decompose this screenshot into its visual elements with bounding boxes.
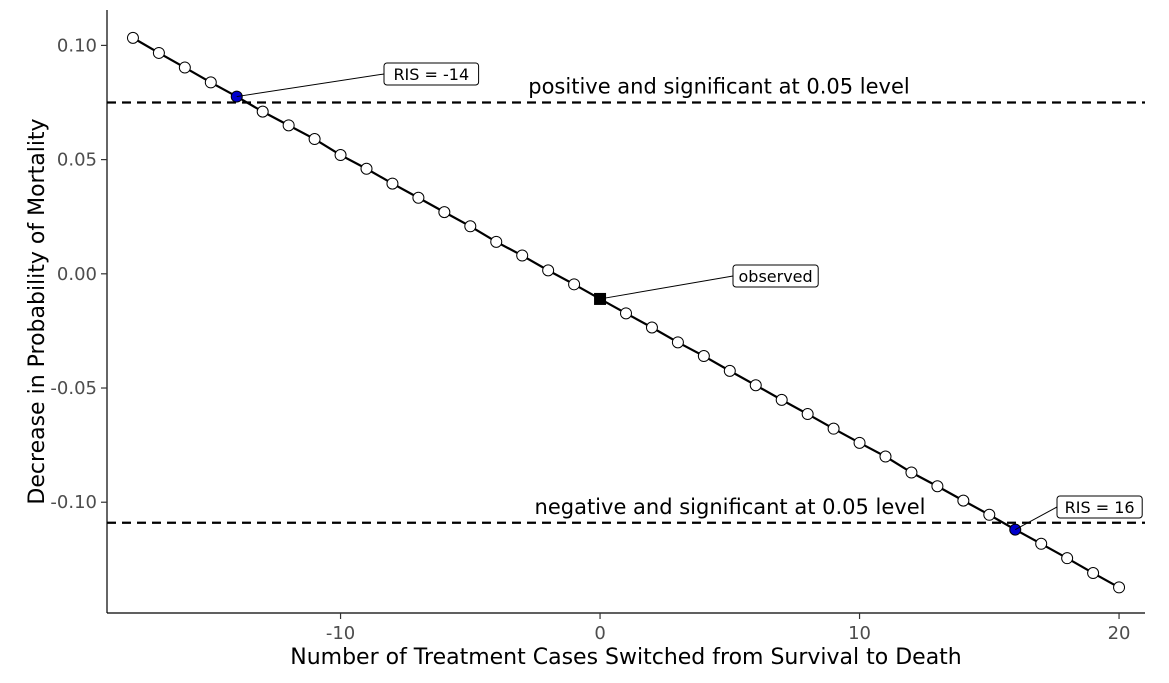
- data-point: [1061, 552, 1074, 565]
- data-point: [645, 321, 658, 334]
- data-point: [542, 264, 555, 277]
- ris-annotation-leader: [1015, 506, 1058, 531]
- data-point: [516, 249, 529, 262]
- y-tick-label: 0.00: [57, 264, 97, 285]
- data-point: [152, 46, 165, 59]
- data-point: [438, 206, 451, 219]
- data-point: [490, 235, 503, 248]
- x-tick-label: 10: [848, 623, 871, 644]
- y-tick-label: -0.05: [50, 378, 97, 399]
- observed-annotation-label-box: [732, 264, 819, 288]
- reference-line-label: positive and significant at 0.05 level: [528, 75, 910, 99]
- data-point: [983, 508, 996, 521]
- data-point: [905, 466, 918, 479]
- ris-annotation-label-box: [383, 62, 480, 86]
- data-point: [801, 408, 814, 421]
- data-point: [204, 76, 217, 89]
- data-point: [178, 61, 191, 74]
- observed-annotation-leader: [599, 275, 734, 300]
- data-point: [282, 119, 295, 132]
- y-axis-title: Decrease in Probability of Mortality: [25, 118, 50, 504]
- data-point: [308, 133, 321, 146]
- data-point: [568, 278, 581, 291]
- data-point: [386, 177, 399, 190]
- data-point: [697, 350, 710, 363]
- data-point: [1113, 581, 1126, 594]
- observed-annotation-label: observed: [739, 267, 813, 286]
- data-point: [126, 31, 139, 44]
- data-point: [334, 149, 347, 162]
- data-point: [360, 162, 373, 175]
- data-point: [749, 379, 762, 392]
- data-point: [879, 450, 892, 463]
- data-point: [1035, 537, 1048, 550]
- ris-annotation-leader: [236, 73, 385, 98]
- data-point: [671, 336, 684, 349]
- data-point: [931, 480, 944, 493]
- series: [126, 31, 1126, 594]
- ris-annotation-label: RIS = 16: [1065, 498, 1135, 517]
- data-point: [827, 422, 840, 435]
- annotations: RIS = -14 RIS = 16 observed: [236, 62, 1143, 531]
- x-axis-title: Number of Treatment Cases Switched from …: [290, 645, 962, 670]
- data-point: [723, 364, 736, 377]
- y-tick-label: 0.05: [57, 150, 97, 171]
- data-point: [464, 220, 477, 233]
- x-tick-label: -10: [326, 623, 355, 644]
- reference-line-label: negative and significant at 0.05 level: [535, 495, 926, 519]
- reference-lines: positive and significant at 0.05 level ne…: [107, 75, 1145, 524]
- ris-annotation-label-box: [1056, 495, 1143, 519]
- data-point: [853, 436, 866, 449]
- data-point: [256, 105, 269, 118]
- y-tick-label: 0.10: [57, 35, 97, 56]
- axes: -10 0 10 20 0.10 0.05 0.00 -0.05 -0.10: [50, 10, 1145, 644]
- x-tick-label: 0: [594, 623, 605, 644]
- data-point: [412, 191, 425, 204]
- data-point: [775, 393, 788, 406]
- ris-annotation-label: RIS = -14: [393, 65, 469, 84]
- data-point: [957, 494, 970, 507]
- y-tick-label: -0.10: [50, 492, 97, 513]
- x-tick-label: 20: [1108, 623, 1131, 644]
- data-point: [620, 307, 632, 320]
- data-point: [1087, 567, 1100, 580]
